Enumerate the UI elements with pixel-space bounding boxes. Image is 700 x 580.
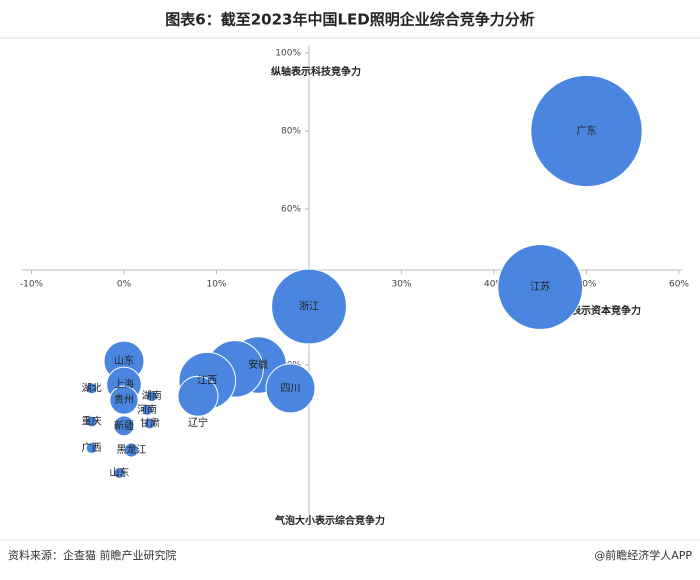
bubble-label: 甘肃 bbox=[140, 417, 160, 430]
x-tick-label: 10% bbox=[206, 280, 226, 290]
bubble bbox=[145, 390, 158, 403]
bubble bbox=[177, 375, 219, 417]
bubble-label: 四川 bbox=[281, 383, 301, 394]
bubble-label: 新疆 bbox=[114, 419, 134, 432]
bubble bbox=[265, 363, 316, 414]
bubble bbox=[497, 244, 584, 330]
bubble bbox=[85, 415, 98, 428]
credit: @前瞻经济学人APP bbox=[594, 548, 692, 562]
bubble-label: 浙江 bbox=[299, 301, 319, 313]
bubble-label: 河南 bbox=[137, 403, 157, 416]
bubble-label: 山东 bbox=[114, 354, 134, 367]
bubble-label: 湖南 bbox=[142, 389, 162, 402]
bubble-label: 黑龙江 bbox=[116, 443, 146, 456]
y-tick-label: 100% bbox=[275, 49, 301, 59]
bubble-label: 江西 bbox=[197, 375, 217, 387]
bubble-label: 重庆 bbox=[82, 415, 102, 428]
bubble bbox=[85, 442, 98, 455]
y-tick-label: 80% bbox=[281, 127, 301, 137]
bubble-label: 贵州 bbox=[114, 393, 134, 406]
bubble bbox=[113, 467, 126, 480]
bubble-label: 辽宁 bbox=[188, 416, 208, 429]
bubble bbox=[271, 268, 347, 345]
bubble bbox=[109, 385, 139, 415]
x-tick-label: 40% bbox=[484, 280, 504, 290]
bubble bbox=[530, 74, 643, 188]
bubble bbox=[123, 442, 139, 458]
bubble bbox=[113, 415, 135, 437]
x-tick-label: -10% bbox=[20, 280, 44, 290]
annotation: 气泡大小表示综合竞争力 bbox=[274, 514, 385, 527]
bubble-label: 江苏 bbox=[530, 280, 550, 293]
x-tick-label: 30% bbox=[391, 280, 411, 290]
bubble-label: 安徽 bbox=[248, 358, 268, 371]
bubble-label: 湖北 bbox=[82, 382, 102, 394]
bubble-label: 上海 bbox=[114, 378, 134, 391]
bubble bbox=[143, 417, 156, 430]
bubble-label: 山东 bbox=[109, 466, 129, 479]
bubble-label: 广西 bbox=[82, 442, 102, 454]
x-tick-label: 60% bbox=[669, 280, 689, 290]
source: 资料来源：企查猫 前瞻产业研究院 bbox=[8, 548, 177, 562]
chart-title: 图表6：截至2023年中国LED照明企业综合竞争力分析 bbox=[165, 11, 534, 29]
y-tick-label: 60% bbox=[281, 205, 301, 215]
bubble bbox=[85, 382, 98, 395]
bubble-label: 广东 bbox=[577, 124, 597, 137]
bubble bbox=[141, 403, 154, 416]
x-tick-label: 0% bbox=[117, 280, 132, 290]
annotation: 纵轴表示科技竞争力 bbox=[271, 65, 361, 78]
x-tick-label: 50% bbox=[576, 280, 596, 290]
